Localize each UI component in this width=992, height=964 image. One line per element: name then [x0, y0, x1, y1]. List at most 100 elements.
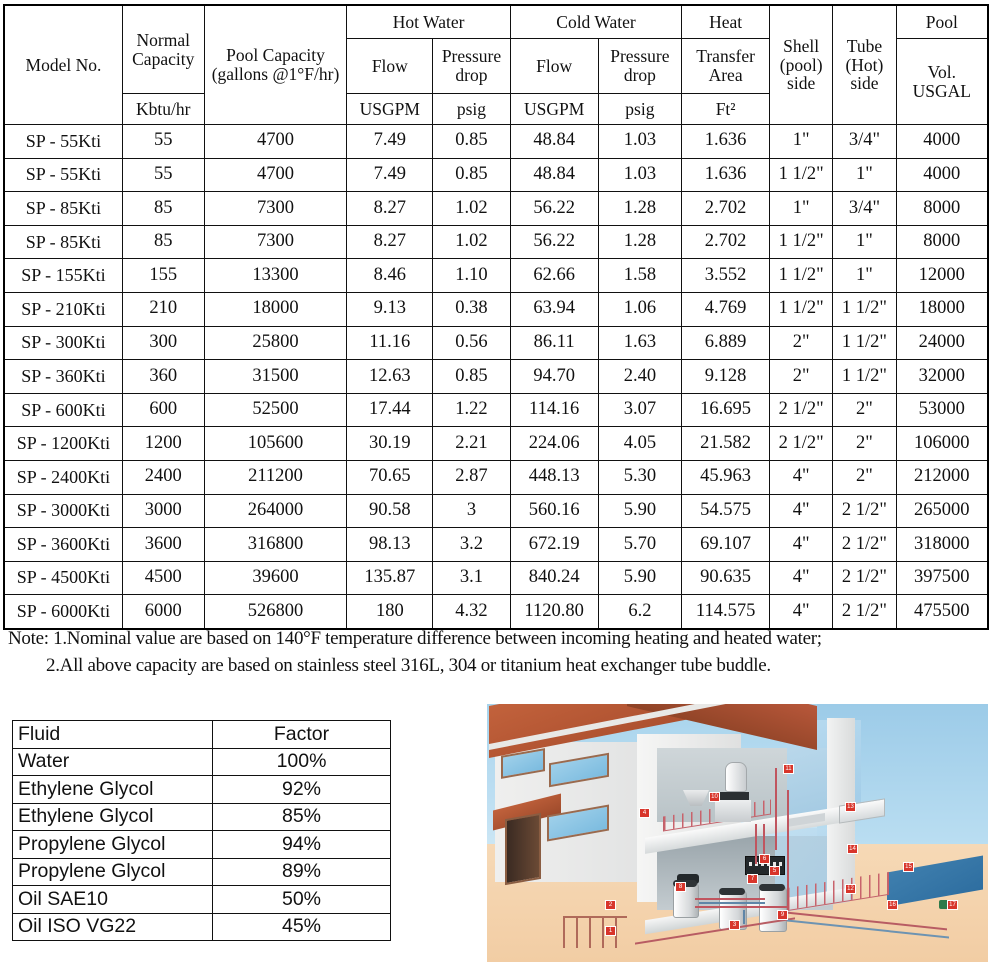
note-line-2: 2.All above capacity are based on stainl… — [46, 654, 771, 676]
table-row: SP - 155Kti 155 13300 8.46 1.10 62.66 1.58 3.55… — [3, 258, 989, 293]
spec-cell-r2-c3: 8.27 — [346, 191, 434, 226]
table-row: SP - 2400Kti 2400 211200 70.65 2.87 448.13 5.3… — [3, 459, 989, 495]
spec-cell-r2-c7: 2.702 — [681, 191, 770, 226]
spec-cell-r2-c8: 1" — [768, 191, 834, 226]
spec-cell-r0-c2: 4700 — [203, 124, 348, 159]
table-row: SP - 3000Kti 3000 264000 90.58 3 560.16 5.90 54… — [3, 493, 989, 529]
spec-cell-r5-c7: 4.769 — [681, 291, 770, 327]
fluid-factor-table-container: Fluid Factor Water 100% Ethylene Glycol 92%… — [12, 720, 391, 941]
spec-cell-r9-c1: 1200 — [121, 426, 205, 461]
storage-tank-3 — [759, 886, 787, 932]
spec-cell-r0-c5: 48.84 — [509, 124, 599, 159]
spec-cell-r4-c9: 1" — [832, 258, 897, 293]
house-heating-pool-system-illustration: 1 2 3 4 5 6 7 8 9 10 11 12 13 14 15 16 17 — [487, 704, 988, 962]
spec-cell-r6-c1: 300 — [121, 325, 205, 361]
fluid-table-body: Water 100% Ethylene Glycol 92% Ethylene Glyc… — [12, 747, 391, 941]
spec-cell-r3-c4: 1.02 — [432, 224, 511, 260]
spec-cell-r1-c5: 48.84 — [509, 157, 599, 193]
col-header-hot-flow-unit: USGPM — [346, 93, 434, 125]
col-header-hot-pressure-drop: Pressure drop — [432, 38, 511, 94]
spec-cell-r13-c10: 397500 — [895, 560, 989, 596]
fluid-col-header-factor: Factor — [212, 720, 391, 749]
spec-cell-r3-c9: 1" — [832, 224, 897, 260]
hot-pipe-run-2 — [695, 906, 787, 908]
spec-table-body: SP - 55Kti 55 4700 7.49 0.85 48.84 1.03 1.636 1"… — [3, 124, 989, 630]
spec-cell-r14-c7: 114.575 — [681, 594, 770, 630]
kitchen-counter — [715, 800, 751, 822]
spec-cell-r3-c10: 8000 — [895, 224, 989, 260]
spec-cell-r13-c0: SP - 4500Kti — [3, 560, 123, 596]
spec-cell-r7-c8: 2" — [768, 359, 834, 394]
spec-cell-r14-c10: 475500 — [895, 594, 989, 630]
spec-cell-r12-c0: SP - 3600Kti — [3, 527, 123, 562]
spec-cell-r13-c3: 135.87 — [346, 560, 434, 596]
spec-cell-r8-c2: 52500 — [203, 392, 348, 428]
hot-pipe-riser-2 — [787, 790, 789, 854]
callout-badge-11: 11 — [783, 764, 794, 774]
col-header-hot-water: Hot Water — [346, 4, 511, 39]
callout-badge-3: 3 — [729, 920, 740, 930]
col-header-cold-water: Cold Water — [509, 4, 683, 39]
spec-cell-r12-c3: 98.13 — [346, 527, 434, 562]
spec-cell-r10-c3: 70.65 — [346, 459, 434, 495]
spec-cell-r2-c6: 1.28 — [597, 191, 683, 226]
spec-cell-r13-c1: 4500 — [121, 560, 205, 596]
spec-cell-r10-c0: SP - 2400Kti — [3, 459, 123, 495]
fluid-name-r6: Oil ISO VG22 — [12, 912, 213, 941]
spec-cell-r0-c9: 3/4" — [832, 124, 897, 159]
spec-cell-r13-c2: 39600 — [203, 560, 348, 596]
spec-cell-r11-c4: 3 — [432, 493, 511, 529]
spec-cell-r12-c6: 5.70 — [597, 527, 683, 562]
col-header-normal-capacity: Normal Capacity — [121, 4, 205, 94]
spec-cell-r11-c1: 3000 — [121, 493, 205, 529]
callout-badge-14: 14 — [847, 844, 858, 854]
spec-cell-r4-c0: SP - 155Kti — [3, 258, 123, 293]
spec-cell-r12-c2: 316800 — [203, 527, 348, 562]
spec-cell-r10-c8: 4" — [768, 459, 834, 495]
specification-table: Model No. Normal Capacity Pool Capacity … — [3, 4, 989, 630]
spec-cell-r9-c6: 4.05 — [597, 426, 683, 461]
spec-cell-r9-c9: 2" — [832, 426, 897, 461]
spec-cell-r11-c5: 560.16 — [509, 493, 599, 529]
spec-cell-r4-c10: 12000 — [895, 258, 989, 293]
fluid-name-r3: Propylene Glycol — [12, 830, 213, 859]
front-door — [505, 812, 541, 886]
spec-cell-r5-c1: 210 — [121, 291, 205, 327]
spec-cell-r10-c10: 212000 — [895, 459, 989, 495]
spec-cell-r8-c4: 1.22 — [432, 392, 511, 428]
storage-tank-2-top — [719, 888, 745, 895]
callout-badge-4: 4 — [639, 808, 650, 818]
table-row: SP - 55Kti 55 4700 7.49 0.85 48.84 1.03 1.636 1 … — [3, 157, 989, 193]
spec-cell-r0-c3: 7.49 — [346, 124, 434, 159]
spec-cell-r10-c9: 2" — [832, 459, 897, 495]
spec-cell-r4-c5: 62.66 — [509, 258, 599, 293]
spec-cell-r1-c9: 1" — [832, 157, 897, 193]
spec-cell-r11-c0: SP - 3000Kti — [3, 493, 123, 529]
callout-badge-15: 15 — [903, 862, 914, 872]
spec-cell-r11-c3: 90.58 — [346, 493, 434, 529]
fluid-factor-r6: 45% — [212, 912, 391, 941]
spec-cell-r2-c1: 85 — [121, 191, 205, 226]
spec-cell-r6-c9: 1 1/2" — [832, 325, 897, 361]
col-header-pool-capacity: Pool Capacity (gallons @1°F/hr) — [203, 4, 348, 125]
storage-tank-2 — [719, 890, 747, 930]
spec-cell-r14-c8: 4" — [768, 594, 834, 630]
table-row: SP - 1200Kti 1200 105600 30.19 2.21 224.06 4.0… — [3, 426, 989, 461]
list-item: Propylene Glycol 94% — [12, 830, 391, 859]
fluid-col-header-fluid: Fluid — [12, 720, 213, 749]
spec-cell-r8-c0: SP - 600Kti — [3, 392, 123, 428]
spec-cell-r14-c9: 2 1/2" — [832, 594, 897, 630]
spec-cell-r6-c0: SP - 300Kti — [3, 325, 123, 361]
table-row: SP - 6000Kti 6000 526800 180 4.32 1120.80 6.2 1… — [3, 594, 989, 630]
callout-badge-13: 13 — [845, 802, 856, 812]
spec-cell-r14-c2: 526800 — [203, 594, 348, 630]
spec-cell-r3-c7: 2.702 — [681, 224, 770, 260]
spec-cell-r9-c4: 2.21 — [432, 426, 511, 461]
spec-cell-r11-c7: 54.575 — [681, 493, 770, 529]
spec-cell-r6-c6: 1.63 — [597, 325, 683, 361]
callout-badge-12: 12 — [845, 884, 856, 894]
spec-cell-r10-c6: 5.30 — [597, 459, 683, 495]
spec-cell-r12-c7: 69.107 — [681, 527, 770, 562]
spec-cell-r1-c4: 0.85 — [432, 157, 511, 193]
spec-cell-r9-c2: 105600 — [203, 426, 348, 461]
